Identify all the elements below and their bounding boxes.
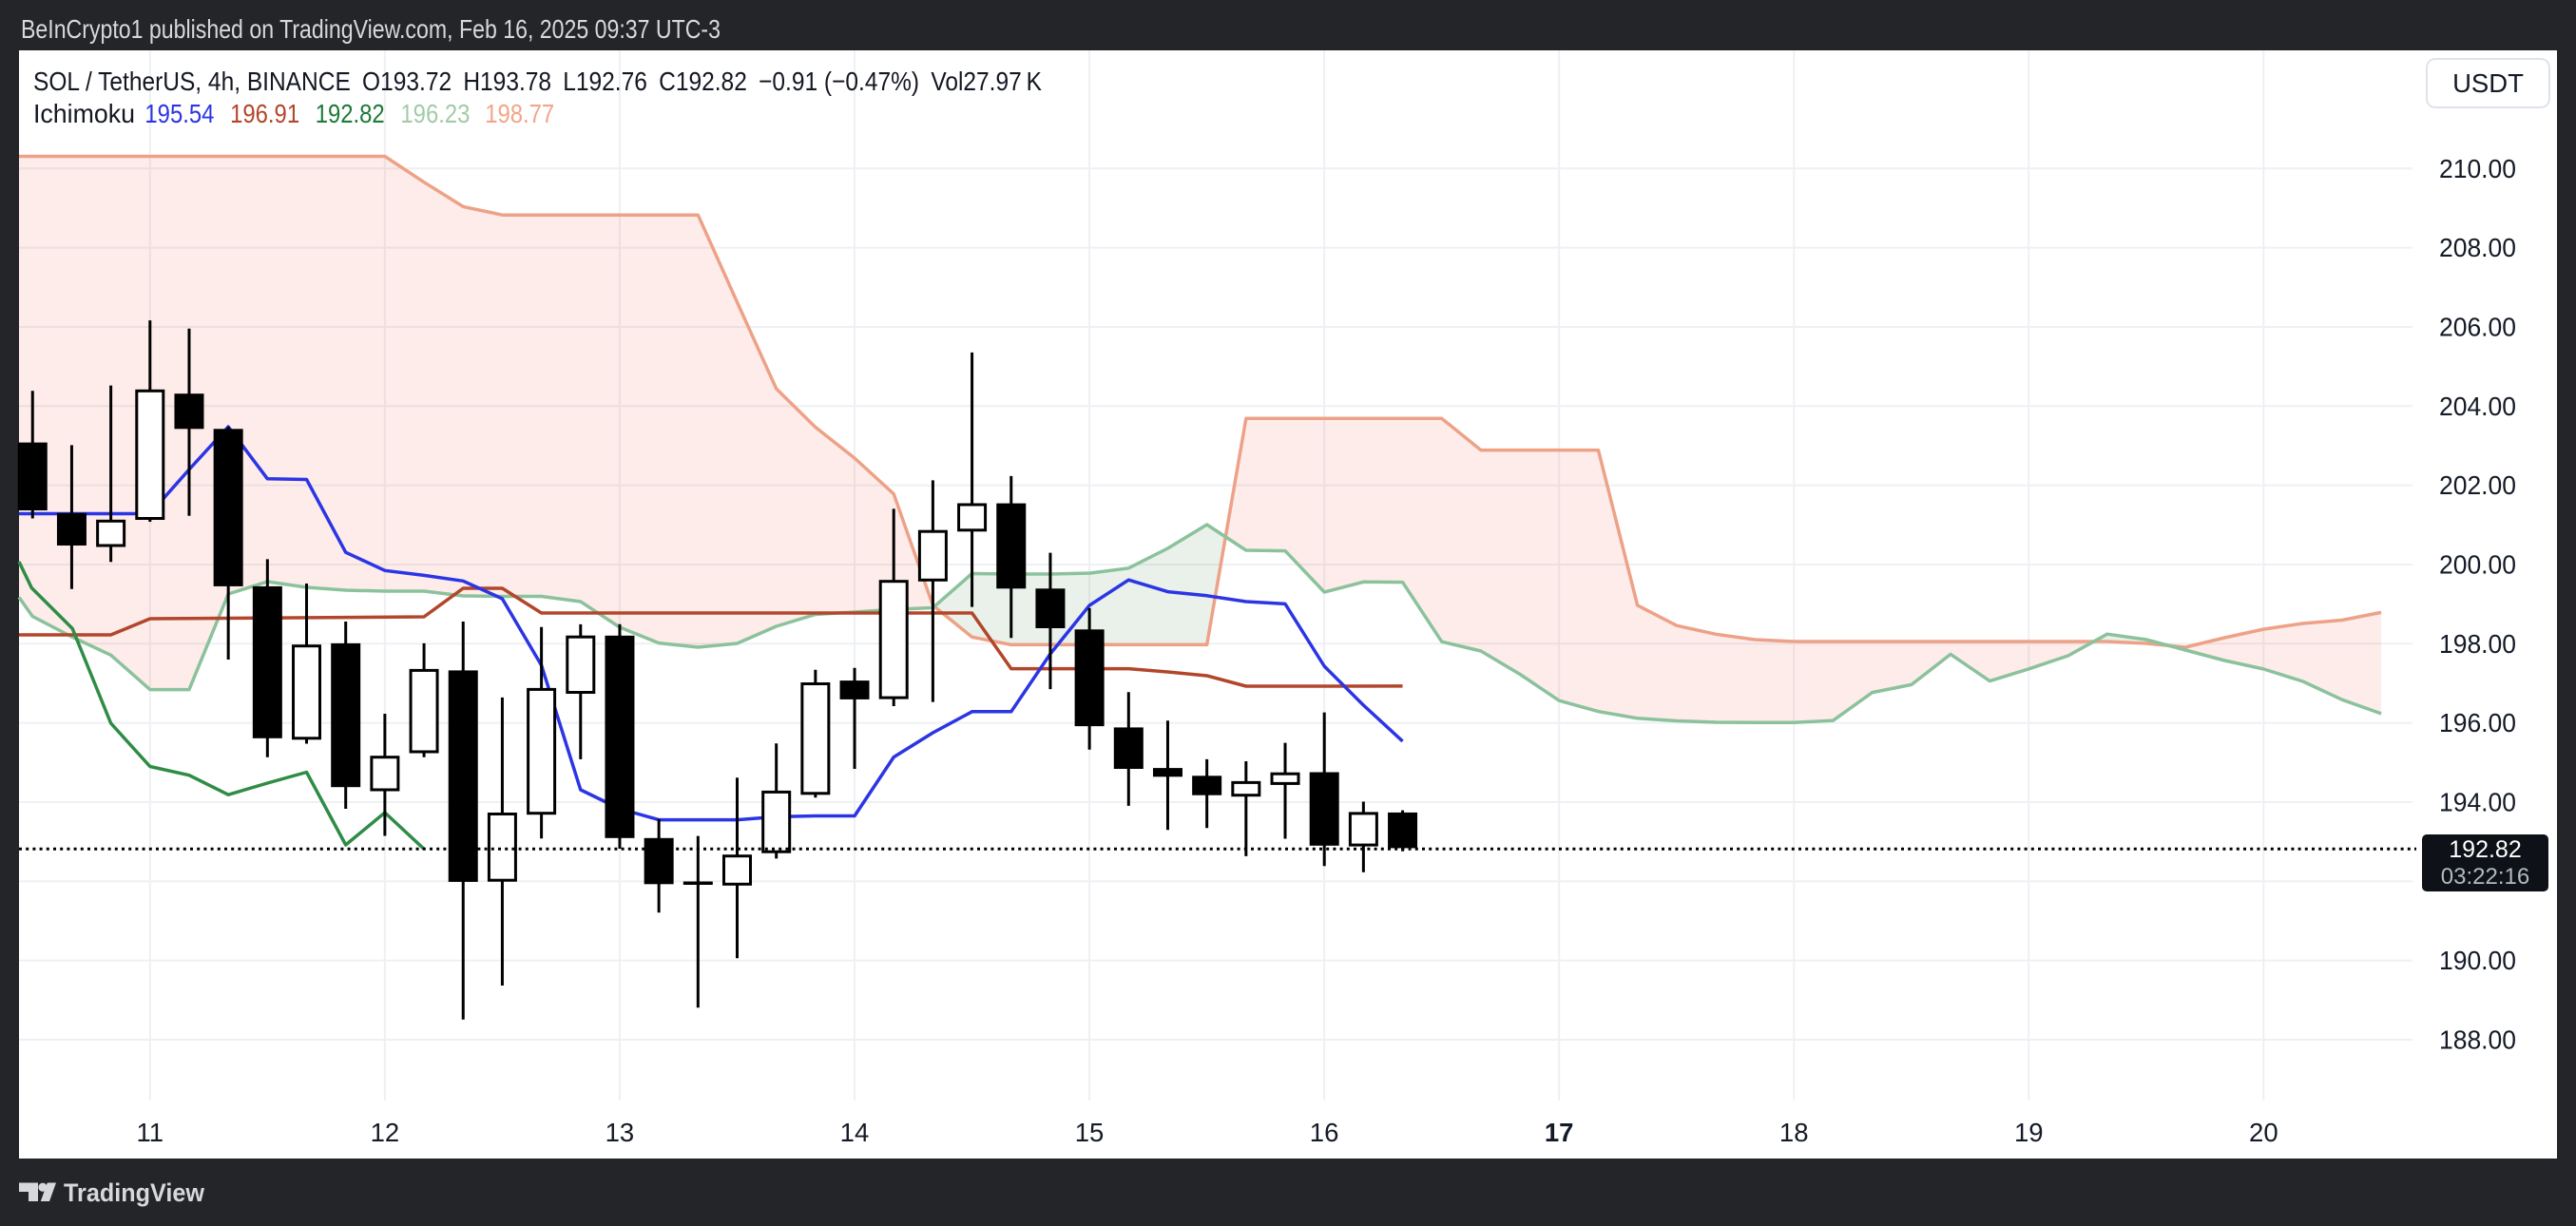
svg-text:188.00: 188.00 bbox=[2439, 1025, 2516, 1054]
svg-text:16: 16 bbox=[1310, 1118, 1339, 1147]
svg-text:18: 18 bbox=[1779, 1118, 1809, 1147]
svg-text:208.00: 208.00 bbox=[2439, 233, 2516, 262]
svg-text:SOL / TetherUS, 4h, BINANCE O1: SOL / TetherUS, 4h, BINANCE O193.72 H193… bbox=[33, 67, 1042, 96]
svg-text:TradingView: TradingView bbox=[64, 1178, 205, 1207]
svg-text:20: 20 bbox=[2249, 1118, 2278, 1147]
svg-text:USDT: USDT bbox=[2452, 68, 2524, 98]
svg-text:13: 13 bbox=[606, 1118, 635, 1147]
svg-text:BeInCrypto1 published on Tradi: BeInCrypto1 published on TradingView.com… bbox=[21, 14, 721, 44]
svg-text:11: 11 bbox=[137, 1118, 164, 1147]
svg-text:12: 12 bbox=[371, 1118, 400, 1147]
svg-text:198.00: 198.00 bbox=[2439, 629, 2516, 659]
svg-text:198.77: 198.77 bbox=[485, 99, 554, 128]
svg-text:15: 15 bbox=[1075, 1118, 1105, 1147]
svg-text:17: 17 bbox=[1545, 1118, 1574, 1147]
svg-text:202.00: 202.00 bbox=[2439, 470, 2516, 500]
svg-text:196.23: 196.23 bbox=[400, 99, 470, 128]
svg-text:200.00: 200.00 bbox=[2439, 549, 2516, 579]
svg-text:196.91: 196.91 bbox=[230, 99, 299, 128]
svg-text:195.54: 195.54 bbox=[144, 99, 214, 128]
svg-text:206.00: 206.00 bbox=[2439, 312, 2516, 341]
svg-text:194.00: 194.00 bbox=[2439, 787, 2516, 816]
svg-text:Ichimoku: Ichimoku bbox=[33, 99, 135, 128]
svg-text:14: 14 bbox=[840, 1118, 870, 1147]
svg-text:204.00: 204.00 bbox=[2439, 392, 2516, 421]
svg-text:19: 19 bbox=[2014, 1118, 2044, 1147]
svg-text:210.00: 210.00 bbox=[2439, 154, 2516, 183]
svg-text:03:22:16: 03:22:16 bbox=[2441, 864, 2529, 890]
svg-text:190.00: 190.00 bbox=[2439, 946, 2516, 975]
svg-text:192.82: 192.82 bbox=[316, 99, 385, 128]
svg-text:192.82: 192.82 bbox=[2449, 836, 2521, 863]
svg-text:196.00: 196.00 bbox=[2439, 708, 2516, 738]
